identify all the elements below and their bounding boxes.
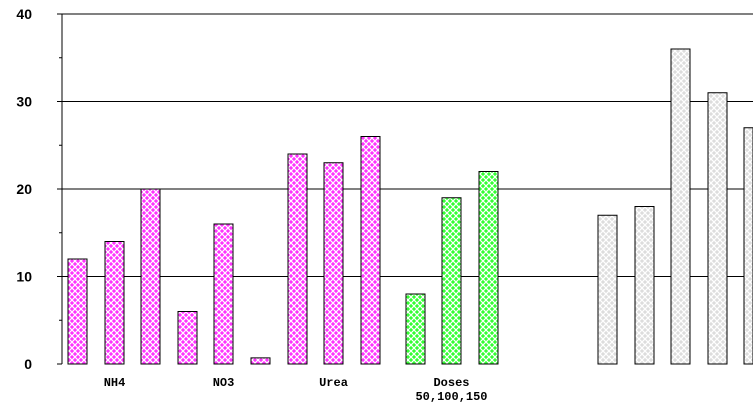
bar bbox=[478, 171, 499, 365]
category-label: Doses 50,100,150 bbox=[415, 376, 487, 404]
category-label-line: NH4 bbox=[104, 376, 126, 390]
bar-hatch bbox=[634, 206, 655, 365]
bar-hatch bbox=[670, 48, 691, 365]
category-label-line: 50,100,150 bbox=[415, 390, 487, 404]
bar-hatch bbox=[707, 92, 728, 365]
bar bbox=[634, 206, 655, 365]
y-tick-label: 20 bbox=[16, 181, 32, 197]
bars bbox=[67, 48, 753, 365]
bar-hatch bbox=[213, 223, 234, 365]
bar bbox=[743, 127, 753, 365]
bar-hatch bbox=[478, 171, 499, 365]
bar-hatch bbox=[140, 188, 161, 365]
bar bbox=[67, 258, 88, 365]
bar bbox=[597, 214, 618, 365]
bar bbox=[360, 136, 381, 365]
y-tick-label: 30 bbox=[16, 94, 32, 110]
bar-hatch bbox=[441, 197, 462, 365]
y-tick-label: 0 bbox=[24, 356, 32, 372]
bar bbox=[250, 357, 271, 365]
category-labels: NH4 NO3 Urea Doses 50,100,150 bbox=[104, 376, 488, 404]
bar bbox=[140, 188, 161, 365]
bar bbox=[441, 197, 462, 365]
bar-hatch bbox=[597, 214, 618, 365]
bar bbox=[707, 92, 728, 365]
bar-hatch bbox=[177, 311, 198, 365]
bar-hatch bbox=[67, 258, 88, 365]
category-label-line: NO3 bbox=[213, 376, 235, 390]
bar bbox=[213, 223, 234, 365]
y-axis-ticks: 0 10 20 30 40 bbox=[16, 6, 62, 372]
category-label: NH4 bbox=[104, 376, 126, 390]
bar-hatch bbox=[743, 127, 753, 365]
y-tick-label: 40 bbox=[16, 6, 32, 22]
bar-hatch bbox=[360, 136, 381, 365]
bar bbox=[323, 162, 344, 365]
category-label: NO3 bbox=[213, 376, 235, 390]
bar bbox=[104, 241, 125, 365]
bar-hatch bbox=[287, 153, 308, 365]
category-label: Urea bbox=[319, 376, 348, 390]
bar-hatch bbox=[250, 357, 271, 365]
bar bbox=[287, 153, 308, 365]
bar-hatch bbox=[323, 162, 344, 365]
y-tick-label: 10 bbox=[16, 269, 32, 285]
bar-hatch bbox=[405, 293, 426, 365]
category-label-line: Doses bbox=[433, 376, 469, 390]
bar-hatch bbox=[104, 241, 125, 365]
bar bbox=[177, 311, 198, 365]
bar bbox=[670, 48, 691, 365]
category-label-line: Urea bbox=[319, 376, 348, 390]
bar bbox=[405, 293, 426, 365]
